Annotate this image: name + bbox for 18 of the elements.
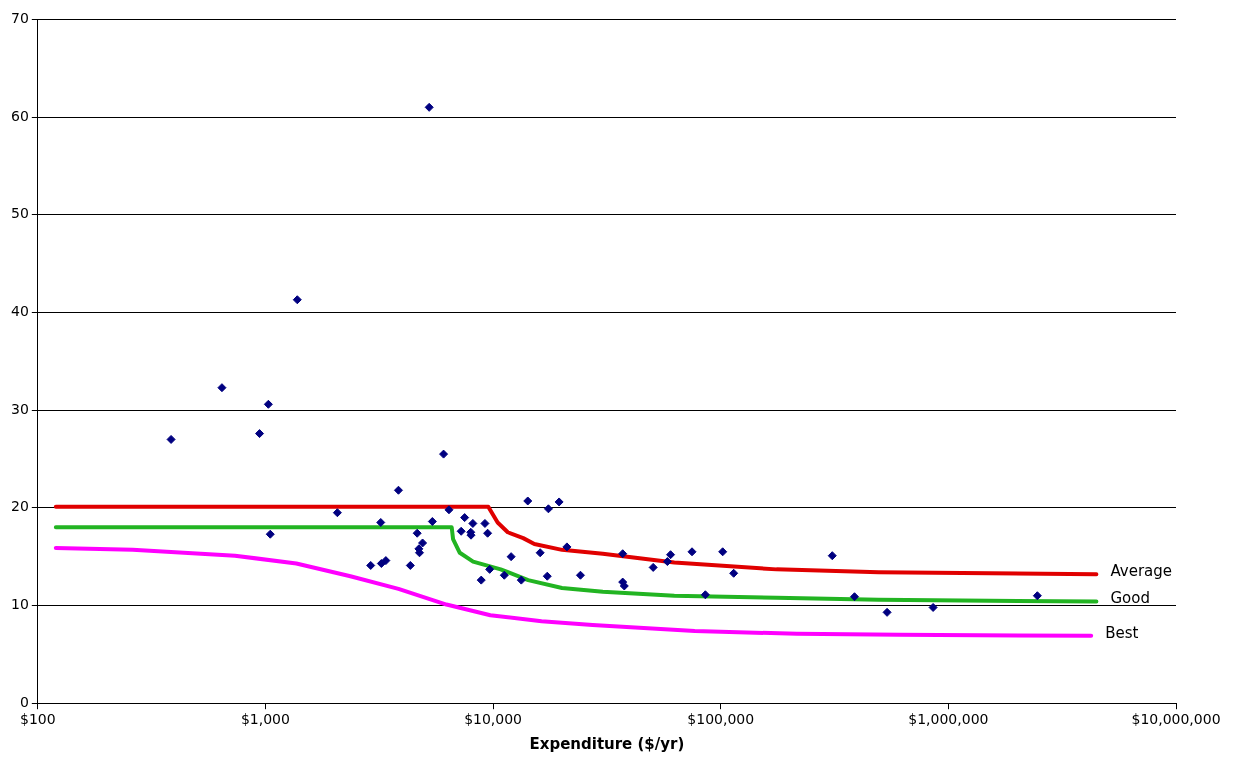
y-tick-label: 40 [10, 303, 29, 320]
y-tick-label: 50 [10, 205, 29, 222]
y-tick-label: 10 [10, 596, 29, 613]
y-tick-label: 70 [10, 10, 29, 27]
x-tick-label: $1,000,000 [908, 711, 989, 728]
x-tick-label: $100,000 [687, 711, 755, 728]
x-tick-label: $100 [19, 711, 56, 728]
x-tick-label: $10,000,000 [1131, 711, 1221, 728]
x-axis-title: Expenditure ($/yr) [529, 734, 685, 753]
y-tick-label: 0 [19, 693, 29, 710]
x-tick-label: $10,000 [464, 711, 523, 728]
y-tick-label: 60 [10, 107, 29, 124]
series-label: Good [1110, 589, 1150, 608]
y-tick-label: 20 [10, 498, 29, 515]
y-tick-label: 30 [10, 400, 29, 417]
series-label: Best [1105, 623, 1139, 642]
x-tick-label: $1,000 [240, 711, 290, 728]
series-label: Average [1110, 562, 1173, 581]
